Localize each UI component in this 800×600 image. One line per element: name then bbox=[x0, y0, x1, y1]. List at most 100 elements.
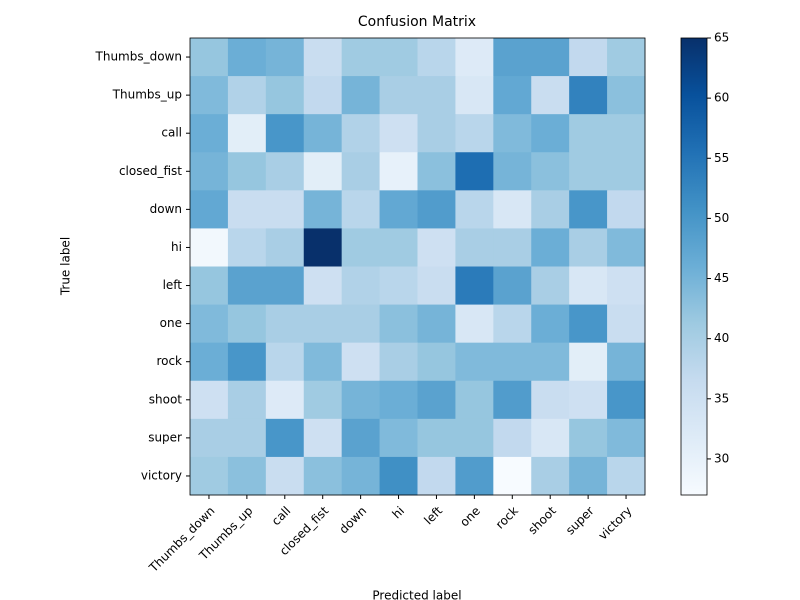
heatmap-cell bbox=[607, 418, 646, 458]
heatmap-cell bbox=[455, 114, 494, 153]
heatmap-cell bbox=[493, 76, 532, 115]
heatmap-cell bbox=[607, 228, 646, 267]
x-tick-label: rock bbox=[493, 504, 521, 532]
heatmap-cell bbox=[455, 418, 494, 458]
heatmap-cell bbox=[607, 152, 646, 191]
heatmap-cell bbox=[531, 152, 570, 191]
heatmap-cell bbox=[379, 228, 418, 267]
heatmap-cell bbox=[493, 418, 532, 458]
heatmap-cell bbox=[569, 418, 608, 458]
heatmap-cell bbox=[569, 76, 608, 115]
heatmap-cell bbox=[607, 190, 646, 229]
heatmap-cell bbox=[417, 266, 456, 306]
heatmap-cell bbox=[341, 418, 381, 458]
heatmap-cell bbox=[455, 152, 494, 191]
heatmap-cell bbox=[417, 228, 456, 267]
heatmap-cell bbox=[265, 38, 305, 77]
heatmap-cell bbox=[190, 228, 229, 267]
colorbar-tick-label: 35 bbox=[714, 391, 729, 405]
heatmap-cell bbox=[607, 342, 646, 382]
heatmap-cell bbox=[531, 266, 570, 306]
heatmap-cell bbox=[190, 304, 229, 344]
heatmap-cell bbox=[265, 228, 305, 267]
y-tick-label: hi bbox=[171, 240, 182, 254]
heatmap-cell bbox=[341, 114, 381, 153]
y-tick-label: super bbox=[148, 430, 182, 444]
heatmap-cell bbox=[303, 190, 343, 229]
heatmap-cell bbox=[417, 152, 456, 191]
heatmap-cell bbox=[303, 266, 343, 306]
heatmap-cell bbox=[531, 76, 570, 115]
heatmap-cell bbox=[417, 190, 456, 229]
x-tick-label: super bbox=[563, 504, 597, 538]
heatmap-cell bbox=[379, 152, 418, 191]
heatmap-cell bbox=[417, 76, 456, 115]
heatmap-cell bbox=[569, 304, 608, 344]
heatmap-cell bbox=[417, 380, 456, 420]
heatmap-cell bbox=[417, 342, 456, 382]
heatmap-cell bbox=[569, 342, 608, 382]
heatmap-cell bbox=[341, 266, 381, 306]
colorbar-tick-label: 45 bbox=[714, 271, 729, 285]
x-tick-label: victory bbox=[596, 504, 635, 543]
heatmap-cell bbox=[531, 418, 570, 458]
heatmap-cell bbox=[341, 152, 381, 191]
heatmap-cell bbox=[455, 266, 494, 306]
heatmap-cell bbox=[190, 190, 229, 229]
heatmap-cell bbox=[607, 76, 646, 115]
heatmap-cell bbox=[379, 266, 418, 306]
heatmap-cell bbox=[569, 114, 608, 153]
heatmap-cell bbox=[227, 114, 267, 153]
y-tick-label: one bbox=[160, 316, 182, 330]
heatmap-cell bbox=[531, 304, 570, 344]
heatmap-cell bbox=[303, 152, 343, 191]
x-tick-label: one bbox=[457, 504, 483, 530]
heatmap-cell bbox=[379, 114, 418, 153]
heatmap-cell bbox=[265, 266, 305, 306]
heatmap-cell bbox=[493, 456, 532, 496]
heatmap-cell bbox=[493, 342, 532, 382]
heatmap-cell bbox=[227, 456, 267, 496]
heatmap-cell bbox=[455, 342, 494, 382]
heatmap-cell bbox=[531, 190, 570, 229]
heatmap-cell bbox=[455, 76, 494, 115]
heatmap-cell bbox=[303, 38, 343, 77]
colorbar-tick-label: 50 bbox=[714, 211, 729, 225]
y-axis-label: True label bbox=[59, 237, 73, 296]
heatmap-cell bbox=[341, 456, 381, 496]
heatmap-cell bbox=[493, 38, 532, 77]
y-tick-label: call bbox=[161, 126, 182, 140]
plot-frame bbox=[189, 37, 646, 496]
heatmap-cell bbox=[341, 76, 381, 115]
heatmap-cell bbox=[303, 418, 343, 458]
heatmap-cell bbox=[531, 380, 570, 420]
heatmap-cell bbox=[190, 418, 229, 458]
heatmap-cell bbox=[607, 266, 646, 306]
heatmap-cell bbox=[569, 380, 608, 420]
heatmap-cell bbox=[417, 38, 456, 77]
heatmap-cell bbox=[227, 228, 267, 267]
heatmap-cell bbox=[493, 266, 532, 306]
heatmap-cell bbox=[455, 38, 494, 77]
heatmap-cell bbox=[227, 342, 267, 382]
heatmap-cell bbox=[531, 456, 570, 496]
heatmap-cell bbox=[379, 456, 418, 496]
heatmap-cell bbox=[227, 190, 267, 229]
heatmap-cell bbox=[265, 304, 305, 344]
heatmap-cell bbox=[341, 342, 381, 382]
heatmap-cell bbox=[569, 190, 608, 229]
heatmap-cell bbox=[569, 228, 608, 267]
heatmap-cell bbox=[493, 304, 532, 344]
heatmap-cell bbox=[227, 380, 267, 420]
heatmap-cell bbox=[227, 38, 267, 77]
heatmap-cell bbox=[190, 76, 229, 115]
heatmap-cell bbox=[493, 228, 532, 267]
heatmap-cell bbox=[190, 342, 229, 382]
y-tick-label: rock bbox=[156, 354, 182, 368]
colorbar-tick-label: 60 bbox=[714, 91, 729, 105]
heatmap-cell bbox=[303, 114, 343, 153]
y-tick-label: victory bbox=[141, 468, 182, 482]
x-tick-label: call bbox=[269, 504, 293, 528]
y-tick-label: shoot bbox=[149, 392, 183, 406]
